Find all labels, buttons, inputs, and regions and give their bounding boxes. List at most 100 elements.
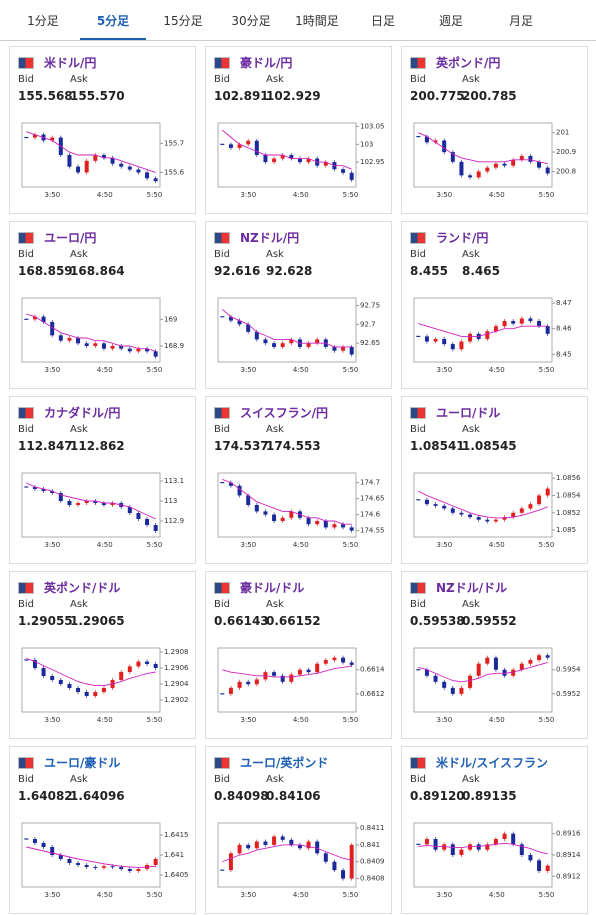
plot-frame	[217, 647, 357, 713]
plot-frame	[413, 297, 553, 363]
candle	[263, 841, 268, 845]
candle	[306, 841, 311, 849]
candle	[254, 505, 259, 512]
x-tick-label: 3:50	[44, 191, 60, 199]
y-tick-label: 174.6	[360, 511, 381, 519]
candle	[93, 343, 98, 346]
candle	[127, 348, 132, 352]
rate-card[interactable]: 豪ドル/ドル Bid Ask 0.66143 0.66152 0.6612 0.6614 3:…	[205, 571, 392, 739]
candle	[136, 348, 141, 352]
candle	[450, 508, 455, 513]
x-tick-label: 5:50	[343, 191, 359, 199]
y-tick-label: 1.641	[164, 851, 184, 859]
candle	[424, 499, 429, 505]
x-tick-label: 5:50	[343, 716, 359, 724]
rate-card[interactable]: ユーロ/ドル Bid Ask 1.08541 1.08545 1.085 1.0852 1.0…	[401, 396, 588, 564]
candle	[306, 517, 311, 525]
rate-card[interactable]: 米ドル/スイスフラン Bid Ask 0.89120 0.89135 0.8912 0.89…	[401, 746, 588, 914]
x-tick-label: 5:50	[343, 891, 359, 899]
ask-label: Ask	[266, 599, 284, 610]
candle	[280, 155, 285, 159]
rate-card[interactable]: NZドル/ドル Bid Ask 0.59538 0.59552 0.5952 0.5954 3…	[401, 571, 588, 739]
bid-label: Bid	[410, 249, 426, 260]
rate-card[interactable]: カナダドル/円 Bid Ask 112.847 112.862 112.9 113 113.1…	[9, 396, 196, 564]
bid-value: 0.89120	[410, 789, 465, 803]
candle	[519, 318, 524, 324]
mini-chart: 0.6612 0.6614 3:50 4:50 5:50	[217, 647, 385, 724]
rate-card[interactable]: 米ドル/円 Bid Ask 155.568 155.570 155.6 155.7 3:50 4…	[9, 46, 196, 214]
rate-card[interactable]: スイスフラン/円 Bid Ask 174.537 174.553 174.55 174.6 1…	[205, 396, 392, 564]
rate-card[interactable]: ユーロ/円 Bid Ask 168.859 168.864 168.9 169 3:50 4:5…	[9, 221, 196, 389]
candle	[341, 657, 346, 663]
candle	[341, 346, 346, 351]
candle	[153, 178, 158, 182]
y-tick-label: 0.5952	[556, 690, 581, 698]
tab[interactable]: 1時間足	[295, 14, 339, 28]
x-tick-label: 3:50	[436, 541, 452, 549]
candle	[127, 666, 132, 672]
y-tick-label: 174.7	[360, 479, 380, 487]
candle	[145, 172, 150, 179]
tab[interactable]: 30分足	[231, 14, 271, 28]
pair-name: 豪ドル/円	[240, 56, 293, 70]
candle	[528, 504, 533, 509]
candle	[136, 661, 141, 667]
candle	[511, 512, 516, 518]
candle	[272, 514, 277, 521]
ask-value: 102.929	[266, 89, 321, 103]
x-tick-label: 4:50	[293, 891, 309, 899]
candle	[119, 867, 124, 869]
candle	[153, 664, 158, 668]
candle	[67, 338, 72, 341]
candle	[237, 844, 242, 854]
pair-name: ユーロ/円	[44, 231, 97, 245]
candle	[537, 161, 542, 168]
y-tick-label: 1.6415	[164, 831, 189, 839]
rate-card[interactable]: NZドル/円 Bid Ask 92.616 92.628 92.65 92.7 92.75 3:…	[205, 221, 392, 389]
candle	[263, 511, 268, 515]
candle	[315, 339, 320, 344]
candle	[136, 869, 141, 871]
tab[interactable]: 日足	[370, 14, 395, 28]
candle	[50, 847, 55, 855]
candle	[246, 140, 251, 145]
rate-card[interactable]: ユーロ/豪ドル Bid Ask 1.64082 1.64096 1.6405 1.641 1.…	[9, 746, 196, 914]
moving-average	[26, 846, 156, 868]
x-tick-label: 4:50	[489, 191, 505, 199]
x-tick-label: 5:50	[539, 191, 555, 199]
candle	[272, 836, 277, 845]
rate-card[interactable]: ランド/円 Bid Ask 8.455 8.465 8.45 8.46 8.47 3:50 4:5…	[401, 221, 588, 389]
bid-label: Bid	[214, 74, 230, 85]
tab[interactable]: 15分足	[163, 14, 203, 28]
x-tick-label: 5:50	[343, 366, 359, 374]
y-tick-label: 169	[164, 315, 177, 323]
candle	[272, 158, 277, 163]
candle	[332, 524, 337, 528]
mini-chart: 102.95 103 103.05 3:50 4:50 5:50	[217, 123, 385, 199]
candle	[289, 511, 294, 518]
x-tick-label: 3:50	[44, 541, 60, 549]
ask-label: Ask	[266, 74, 284, 85]
rate-card[interactable]: 英ポンド/円 Bid Ask 200.775 200.785 200.8 200.9 201 3…	[401, 46, 588, 214]
moving-average	[26, 482, 156, 520]
candle	[341, 524, 346, 528]
candle	[127, 869, 132, 871]
y-tick-label: 168.9	[164, 342, 184, 350]
rate-card[interactable]: ユーロ/英ポンド Bid Ask 0.84098 0.84106 0.8408 0.8409…	[205, 746, 392, 914]
tab[interactable]: 5分足	[80, 0, 146, 40]
mini-chart: 200.8 200.9 201 3:50 4:50 5:50	[413, 122, 576, 199]
ask-label: Ask	[462, 249, 480, 260]
bid-label: Bid	[18, 249, 34, 260]
ask-value: 200.785	[462, 89, 517, 103]
tab[interactable]: 週足	[438, 14, 463, 28]
candle	[468, 675, 473, 688]
candle	[153, 859, 158, 865]
moving-average	[222, 844, 352, 863]
candle	[297, 844, 302, 849]
rate-card[interactable]: 英ポンド/ドル Bid Ask 1.29055 1.29065 1.2902 1.2904 1…	[9, 571, 196, 739]
candle	[289, 674, 294, 682]
rate-card[interactable]: 豪ドル/円 Bid Ask 102.891 102.929 102.95 103 103.05…	[205, 46, 392, 214]
ask-label: Ask	[70, 249, 88, 260]
tab[interactable]: 1分足	[27, 14, 59, 28]
tab[interactable]: 月足	[508, 14, 533, 28]
